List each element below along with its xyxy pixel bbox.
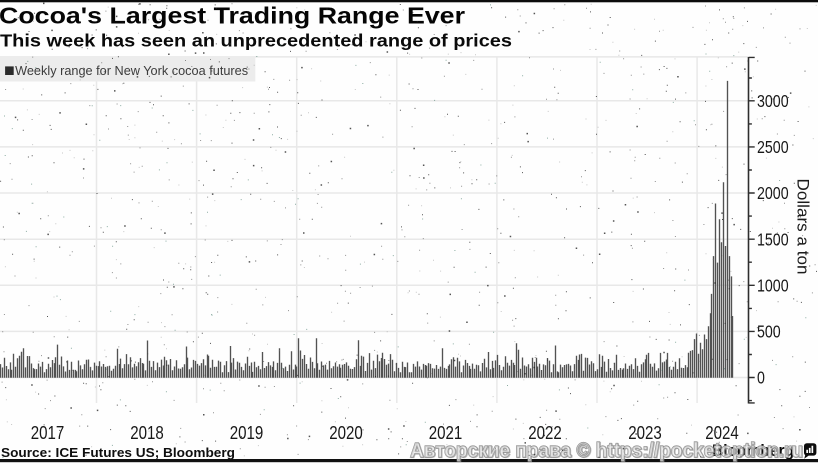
svg-text:2000: 2000 [757,183,789,203]
svg-text:Авторские права © https://pock: Авторские права © https://pocketoption.r… [411,440,804,463]
svg-text:Bloomberg: Bloomberg [712,442,794,460]
svg-text:Cocoa's Largest Trading Range: Cocoa's Largest Trading Range Ever [0,3,465,29]
svg-text:2022: 2022 [528,423,562,443]
svg-text:Авторские права © https://pock: Авторские права © https://pocketoption.r… [410,439,803,462]
svg-text:2018: 2018 [130,423,164,443]
svg-text:500: 500 [757,322,781,342]
svg-text:1000: 1000 [757,276,789,296]
svg-text:Dollars a ton: Dollars a ton [794,179,813,275]
svg-text:2017: 2017 [31,423,65,443]
svg-text:Weekly range for New York coco: Weekly range for New York cocoa futures [15,63,248,78]
svg-text:2023: 2023 [628,423,662,443]
svg-text:0: 0 [757,368,765,388]
svg-text:Source: ICE Futures US; Bloomb: Source: ICE Futures US; Bloomberg [1,445,235,460]
svg-text:2500: 2500 [757,137,789,157]
svg-text:2020: 2020 [329,423,363,443]
svg-text:2024: 2024 [705,423,739,443]
svg-text:This week has seen an unpreced: This week has seen an unprecedented rang… [0,30,512,50]
svg-text:2019: 2019 [230,423,264,443]
svg-text:2021: 2021 [429,423,463,443]
svg-text:3000: 3000 [757,91,789,111]
svg-text:1500: 1500 [757,229,789,249]
